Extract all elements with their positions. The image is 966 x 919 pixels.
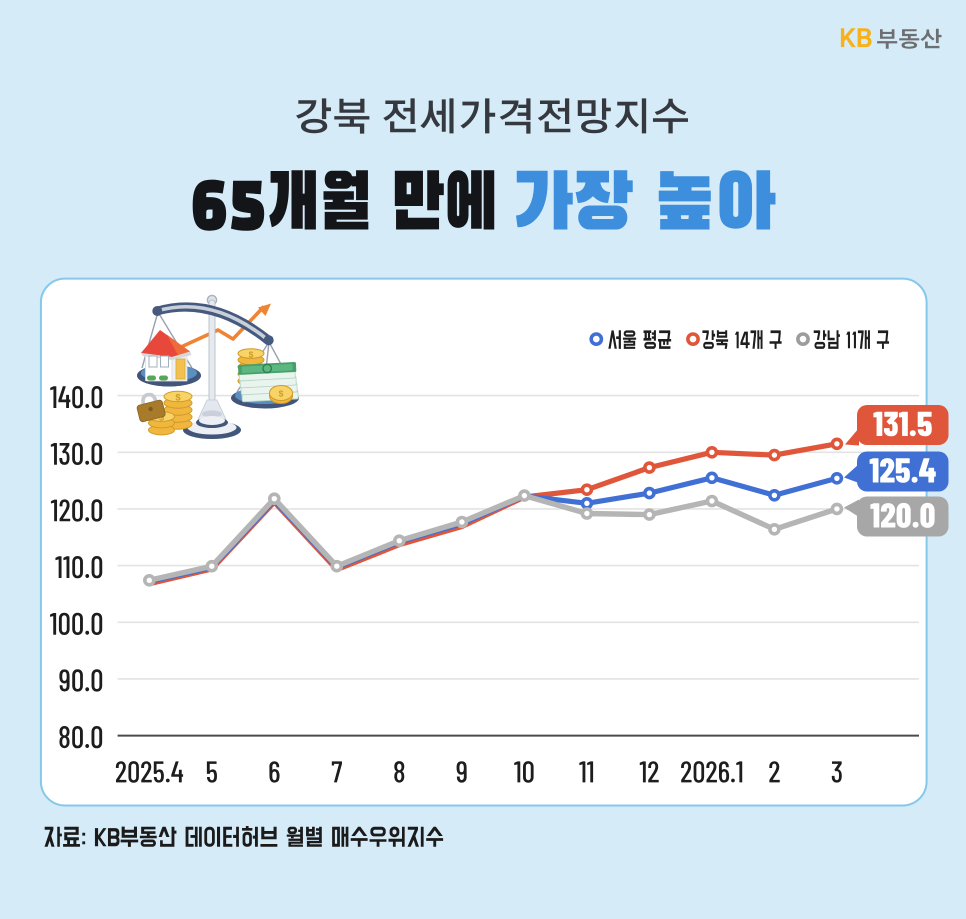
svg-text:$: $	[279, 389, 284, 399]
svg-text:$: $	[249, 350, 254, 360]
svg-text:$: $	[159, 413, 165, 424]
svg-text:$: $	[175, 393, 181, 404]
